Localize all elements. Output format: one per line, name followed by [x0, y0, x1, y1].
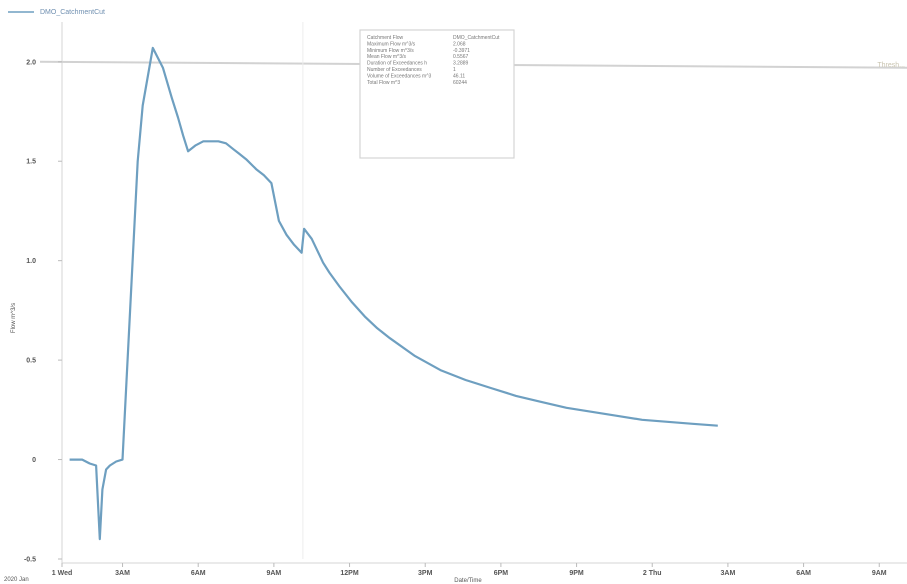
stat-value: -0.3971: [453, 48, 470, 54]
stat-label: Duration of Exceedances h: [367, 61, 427, 67]
stat-value: 0.5567: [453, 54, 469, 60]
stat-value: 1: [453, 67, 456, 73]
stat-label: Catchment Flow: [367, 35, 404, 41]
stat-label: Mean Flow m^3/s: [367, 54, 407, 60]
series-layer: [69, 46, 718, 541]
x-tick-label: 9PM: [569, 570, 584, 577]
stat-value: 60244: [453, 80, 467, 86]
stat-value: 46.11: [453, 73, 465, 79]
stat-label: Volume of Exceedances m^3: [367, 73, 432, 79]
stat-label: Maximum Flow m^3/s: [367, 41, 416, 47]
x-tick-label: 6AM: [796, 570, 811, 577]
x-tick-label: 6PM: [494, 570, 509, 577]
y-tick-label: 1.0: [26, 258, 36, 265]
stat-label: Number of Exceedances: [367, 67, 422, 73]
x-tick-label: 1 Wed: [52, 570, 73, 577]
stat-value: 3.2889: [453, 61, 469, 67]
x-tick-label: 9AM: [266, 570, 281, 577]
statistics-box: Catchment Flow DMO_CatchmentCut Maximum Fl…: [359, 29, 515, 159]
x-tick-label: 12PM: [340, 570, 358, 577]
x-tick-label: 3AM: [115, 570, 130, 577]
y-axis-label: Flow m^3/s: [11, 303, 17, 333]
y-tick-label: 0: [32, 457, 36, 464]
stat-value: DMO_CatchmentCut: [453, 35, 500, 41]
x-tick-label: 3PM: [418, 570, 433, 577]
x-tick-label: 9AM: [872, 570, 887, 577]
stat-value: 2.068: [453, 41, 466, 47]
statistics-box-frame: [359, 29, 515, 159]
threshold-label: Thresh...: [877, 62, 905, 69]
legend: DMO_CatchmentCut: [8, 9, 105, 16]
x-tick-label: 6AM: [191, 570, 206, 577]
x-axis-label: Date/Time: [454, 578, 482, 584]
stat-label: Minimum Flow m^3/s: [367, 48, 414, 54]
plot-area: [61, 22, 907, 564]
y-tick-label: 0.5: [26, 358, 36, 365]
x-axis: 1 Wed 3AM 6AM 9AM 12PM 3PM 6PM 9PM 2 Thu 3AM 6AM 9A…: [52, 563, 887, 577]
y-tick-label: 1.5: [26, 159, 36, 166]
x-tick-label: 2 Thu: [643, 570, 662, 577]
y-tick-label: -0.5: [24, 557, 36, 564]
legend-label: DMO_CatchmentCut: [40, 9, 105, 16]
y-axis: 2.0 1.5 1.0 0.5 0 -0.5: [24, 59, 62, 564]
stat-label: Total Flow m^3: [367, 80, 400, 86]
x-tick-label: 3AM: [721, 570, 736, 577]
y-tick-label: 2.0: [26, 59, 36, 66]
x-axis-sub-label: 2020 Jan: [4, 577, 29, 583]
series-line-0: [69, 46, 718, 541]
